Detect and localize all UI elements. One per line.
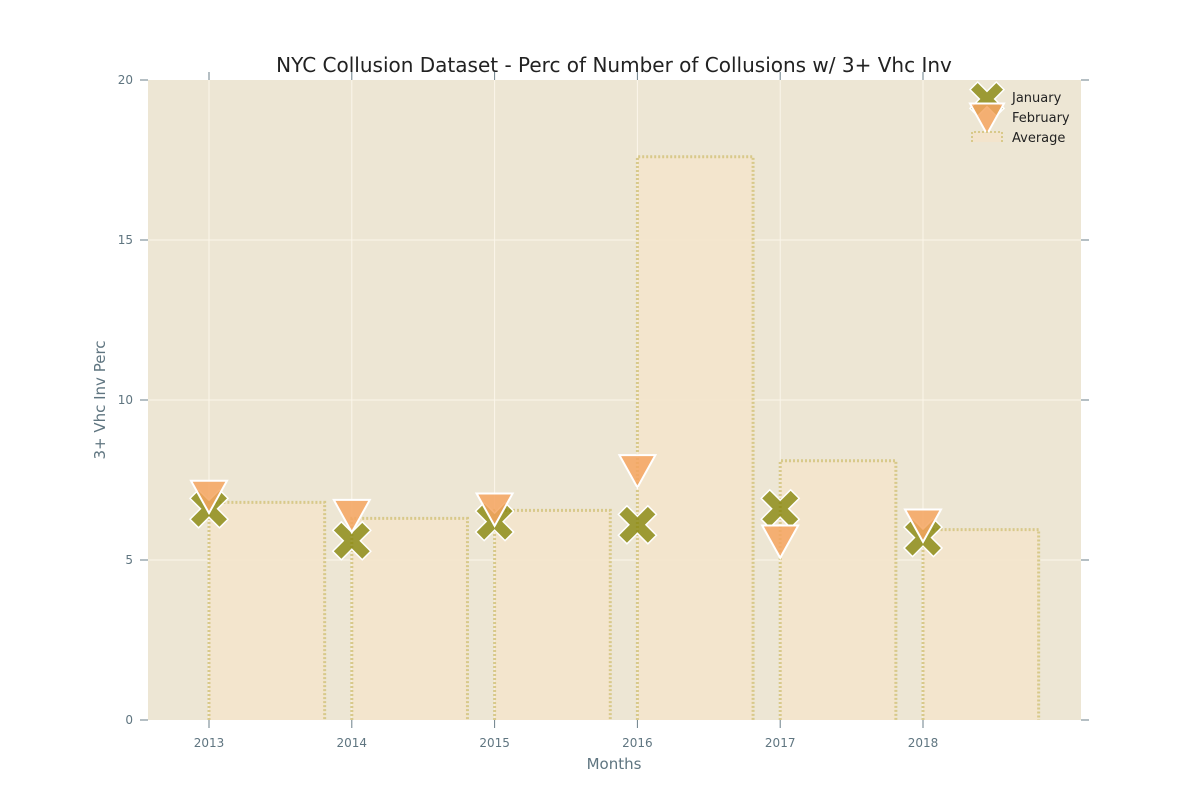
legend-average-label: Average bbox=[1012, 131, 1065, 146]
x-tick-label: 2018 bbox=[908, 736, 939, 750]
february-point bbox=[903, 508, 943, 544]
legend-february-symbol bbox=[968, 102, 1006, 137]
axes: 0 5 10 15 20 2013 2014 2015 2016 2017 2018 bbox=[118, 72, 1089, 750]
average-bar-outline bbox=[778, 459, 898, 720]
january-point bbox=[617, 504, 658, 545]
legend-january-label: January bbox=[1011, 91, 1062, 106]
average-bar bbox=[923, 529, 1039, 720]
y-tick-label: 10 bbox=[118, 393, 133, 407]
legend: January February Average bbox=[968, 80, 1070, 146]
february-point bbox=[189, 479, 229, 516]
february-point bbox=[474, 492, 515, 528]
average-bar bbox=[494, 510, 611, 720]
chart-title: NYC Collusion Dataset - Perc of Number o… bbox=[276, 53, 952, 77]
average-bar bbox=[637, 156, 754, 721]
average-bar bbox=[780, 460, 896, 720]
legend-average: Average bbox=[971, 131, 1065, 146]
y-tick-label: 15 bbox=[118, 233, 133, 247]
average-bar-outline bbox=[207, 500, 327, 720]
y-tick-label: 0 bbox=[125, 713, 133, 727]
x-tick-label: 2015 bbox=[479, 736, 510, 750]
average-bar-outline bbox=[921, 528, 1041, 720]
y-tick-label: 5 bbox=[125, 553, 133, 567]
average-bar bbox=[209, 502, 325, 720]
x-tick-label: 2017 bbox=[765, 736, 796, 750]
legend-february-label: February bbox=[1012, 111, 1070, 126]
legend-average-swatch bbox=[972, 132, 1002, 142]
y-tick-label: 20 bbox=[118, 73, 133, 87]
average-bars bbox=[207, 155, 1041, 721]
y-axis-label: 3+ Vhc Inv Perc bbox=[91, 340, 109, 459]
legend-february-marker bbox=[968, 102, 1006, 137]
legend-february: February bbox=[968, 102, 1070, 137]
february-point bbox=[760, 524, 800, 560]
average-bar-outline bbox=[350, 516, 469, 720]
legend-average-symbol bbox=[971, 131, 1003, 142]
february-point bbox=[617, 454, 658, 490]
x-tick-label: 2014 bbox=[337, 736, 368, 750]
x-tick-label: 2013 bbox=[194, 736, 225, 750]
x-tick-label: 2016 bbox=[622, 736, 653, 750]
markers bbox=[188, 454, 944, 561]
average-bar-outline bbox=[493, 508, 612, 720]
february-point bbox=[332, 498, 372, 535]
average-bar-outline bbox=[635, 155, 755, 720]
legend-average-outline bbox=[971, 131, 1003, 142]
january-point bbox=[760, 488, 801, 529]
x-axis-label: Months bbox=[587, 755, 642, 773]
